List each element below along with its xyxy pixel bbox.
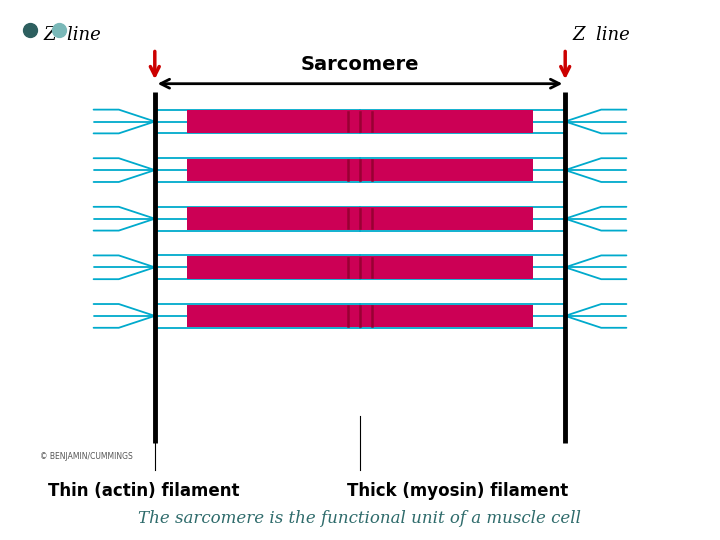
Bar — [187, 159, 533, 181]
Bar — [187, 305, 533, 327]
Text: Z  line: Z line — [572, 26, 630, 44]
Bar — [187, 256, 533, 279]
Point — [24, 25, 36, 34]
Bar — [187, 110, 533, 133]
Text: Sarcomere: Sarcomere — [301, 55, 419, 74]
Bar — [187, 207, 533, 230]
Text: Thick (myosin) filament: Thick (myosin) filament — [346, 482, 568, 501]
Text: Thin (actin) filament: Thin (actin) filament — [48, 482, 240, 501]
Text: Z  line: Z line — [43, 26, 101, 44]
Text: © BENJAMIN/CUMMINGS: © BENJAMIN/CUMMINGS — [40, 452, 132, 461]
Text: The sarcomere is the functional unit of a muscle cell: The sarcomere is the functional unit of … — [138, 510, 582, 527]
Point — [53, 25, 65, 34]
